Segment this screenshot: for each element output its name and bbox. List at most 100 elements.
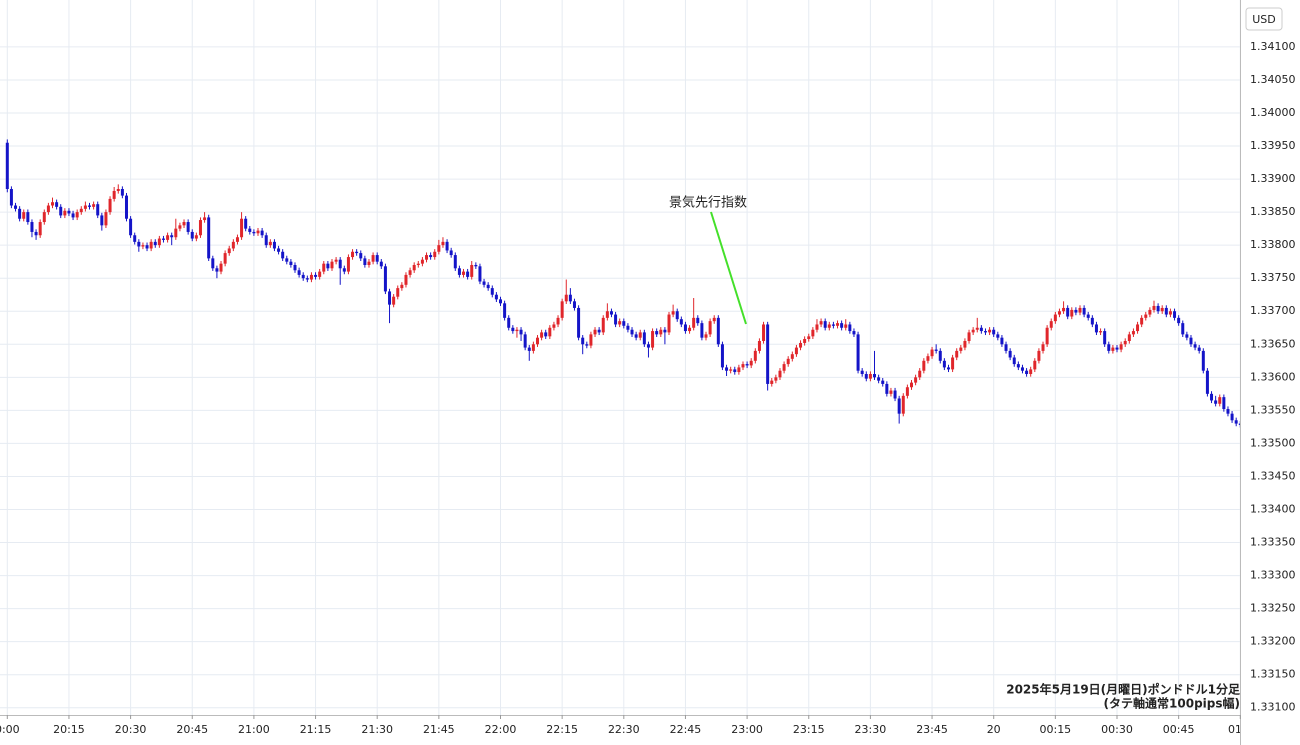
candle-body	[22, 212, 26, 219]
candle-body	[794, 347, 798, 355]
candle-body	[614, 314, 618, 325]
y-tick-label: 1.34000	[1250, 106, 1296, 119]
candle-body	[412, 264, 416, 271]
candle-body	[1164, 307, 1168, 315]
candle-body	[655, 331, 659, 335]
x-tick-label: 21:30	[361, 723, 393, 736]
candle-body	[803, 338, 807, 343]
candle-body	[285, 258, 289, 262]
candle-body	[359, 253, 363, 259]
candle-body	[696, 317, 700, 324]
candle-body	[1037, 350, 1041, 361]
candle-body	[420, 259, 424, 264]
candle-body	[651, 331, 655, 348]
candle-body	[1045, 327, 1049, 345]
candle-body	[1181, 323, 1185, 335]
candle-body	[18, 208, 22, 219]
candle-body	[133, 235, 137, 242]
candle-body	[552, 324, 556, 328]
candle-body	[807, 336, 811, 339]
x-tick-label: 22:00	[485, 723, 517, 736]
candle-body	[161, 238, 165, 240]
candle-body	[778, 370, 782, 378]
candle-body	[252, 231, 256, 234]
candle-body	[268, 241, 272, 246]
y-tick-label: 1.34100	[1250, 40, 1296, 53]
candle-body	[819, 321, 823, 325]
candle-body	[433, 251, 437, 258]
candle-body	[638, 332, 642, 338]
candle-body	[100, 215, 104, 226]
candle-body	[400, 284, 404, 289]
candle-body	[852, 331, 856, 335]
y-tick-label: 1.33300	[1250, 569, 1296, 582]
candle-body	[499, 299, 502, 304]
x-tick-label: 22:30	[608, 723, 640, 736]
candle-body	[145, 245, 149, 249]
candle-body	[864, 374, 868, 379]
candle-body	[753, 350, 757, 361]
candle-body	[774, 377, 778, 381]
candle-body	[901, 395, 905, 414]
candle-body	[1193, 344, 1197, 348]
candle-body	[675, 311, 679, 320]
candle-body	[174, 228, 178, 238]
candle-body	[301, 274, 305, 279]
candle-body	[449, 250, 453, 256]
candle-body	[971, 329, 975, 333]
candle-body	[996, 334, 1000, 338]
candle-body	[979, 327, 983, 332]
candle-body	[166, 235, 170, 240]
candle-body	[96, 204, 100, 216]
candle-body	[1099, 331, 1103, 333]
candle-body	[836, 323, 840, 326]
candle-body	[330, 261, 334, 269]
candle-body	[194, 235, 198, 239]
candle-body	[544, 332, 548, 337]
note: 2025年5月19日(月曜日)ポンドドル1分足	[1006, 682, 1240, 697]
candle-body	[416, 263, 420, 265]
candle-body	[1053, 314, 1057, 322]
note: (タテ軸通常100pips幅)	[1104, 696, 1240, 711]
candle-body	[893, 390, 897, 399]
candle-body	[609, 311, 613, 315]
candle-body	[1173, 311, 1177, 318]
candle-body	[215, 268, 219, 272]
candle-body	[1033, 360, 1037, 370]
candle-body	[1238, 423, 1240, 425]
x-tick-label: 20	[987, 723, 1001, 736]
y-tick-label: 1.33950	[1250, 139, 1296, 152]
unit-label: USD	[1252, 13, 1276, 26]
x-tick-label: 00:45	[1163, 723, 1195, 736]
candle-body	[881, 380, 885, 384]
candle-body	[540, 332, 544, 338]
candle-body	[860, 370, 864, 375]
candle-body	[988, 329, 992, 333]
candle-body	[581, 337, 585, 345]
candle-body	[490, 288, 494, 295]
candle-body	[170, 235, 174, 238]
candle-body	[309, 274, 313, 280]
candle-body	[716, 317, 720, 345]
candle-body	[256, 230, 260, 234]
candle-body	[503, 303, 507, 318]
y-tick-label: 1.33100	[1250, 701, 1296, 714]
candle-body	[63, 210, 67, 216]
x-tick-label: 22:15	[546, 723, 578, 736]
candle-body	[922, 360, 926, 371]
candle-body	[248, 228, 252, 232]
candle-body	[914, 377, 918, 383]
candle-body	[231, 241, 235, 249]
candle-body	[367, 261, 371, 265]
candle-body	[437, 245, 441, 252]
x-tick-label: 00:30	[1101, 723, 1133, 736]
candle-body	[305, 278, 309, 280]
x-tick-label: 20:45	[176, 723, 208, 736]
candle-body	[679, 319, 683, 325]
candle-body	[1115, 347, 1119, 350]
candle-body	[388, 291, 392, 305]
candle-body	[1008, 350, 1012, 358]
candle-body	[955, 350, 959, 358]
candle-body	[55, 202, 59, 207]
candle-body	[831, 324, 835, 326]
